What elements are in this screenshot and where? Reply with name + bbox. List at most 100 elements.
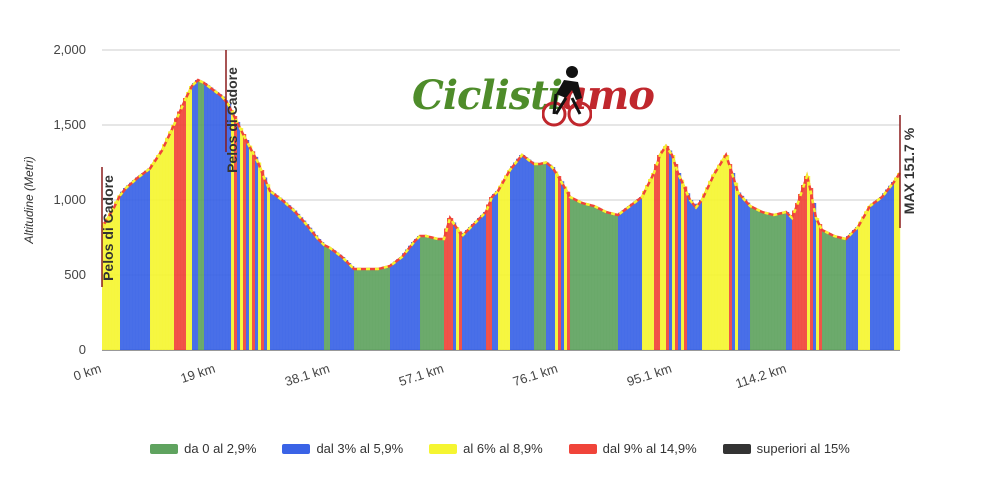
gradient-bar	[507, 170, 511, 350]
gradient-bar	[465, 230, 469, 350]
gradient-bar	[285, 202, 289, 350]
gradient-bar	[114, 201, 118, 350]
gradient-bar	[492, 194, 496, 350]
gradient-bar	[447, 218, 451, 350]
gradient-bar	[759, 210, 763, 350]
gradient-bar	[642, 191, 646, 350]
gradient-bar	[480, 215, 484, 350]
gradient-bar	[750, 206, 754, 350]
gradient-bar	[543, 162, 547, 350]
gradient-bar	[705, 187, 709, 350]
gradient-bar	[369, 269, 373, 350]
gradient-bar	[201, 81, 205, 350]
gradient-bar	[603, 210, 607, 350]
gradient-bar	[198, 80, 202, 350]
max-gradient-label: MAX 151.7 %	[901, 127, 917, 214]
gradient-bar	[225, 100, 229, 350]
gradient-bar	[579, 201, 583, 350]
gradient-bar	[795, 203, 799, 350]
gradient-bar	[282, 200, 286, 350]
gradient-bar	[168, 131, 172, 350]
gradient-bar	[261, 170, 265, 350]
x-tick-label: 0 km	[71, 361, 102, 384]
gradient-bar	[825, 231, 829, 350]
gradient-bar	[735, 182, 739, 350]
gradient-bar	[816, 218, 820, 350]
x-tick-label: 114.2 km	[734, 361, 789, 391]
gradient-bar	[612, 213, 616, 350]
gradient-bar	[405, 249, 409, 350]
gradient-bar	[588, 204, 592, 350]
gradient-bar	[399, 257, 403, 350]
gradient-bar	[117, 195, 121, 350]
legend-swatch	[722, 443, 751, 454]
gradient-bar	[831, 234, 835, 350]
gradient-bar	[828, 233, 832, 350]
gradient-bar	[693, 203, 697, 350]
gradient-bar	[339, 254, 343, 350]
x-axis: 0 km 19 km 38.1 km 57.1 km 76.1 km 95.1 km 114…	[71, 361, 788, 391]
gradient-bar	[120, 191, 124, 350]
gradient-bar	[228, 104, 232, 350]
gradient-bar	[762, 212, 766, 350]
gradient-bar	[429, 236, 433, 350]
gradient-bar	[186, 92, 190, 350]
gradient-bar	[318, 239, 322, 350]
gradient-bar	[246, 140, 250, 350]
gradient-bar	[159, 150, 163, 350]
gradient-bar	[489, 197, 493, 350]
gradient-bar	[153, 159, 157, 350]
gradient-bar	[525, 157, 529, 350]
gradient-bar	[819, 224, 823, 350]
gradient-bar	[813, 203, 817, 350]
gradient-bar	[600, 209, 604, 350]
gradient-bar	[453, 222, 457, 350]
gradient-bar	[783, 212, 787, 350]
gradient-bar	[885, 189, 889, 350]
gradient-bar	[552, 167, 556, 350]
gradient-bar	[402, 253, 406, 350]
gradient-bar	[126, 185, 130, 350]
gradient-bar	[780, 212, 784, 350]
gradient-bar	[180, 104, 184, 350]
y-tick-label: 2,000	[53, 42, 86, 57]
gradient-bar	[414, 239, 418, 350]
gradient-bar	[879, 197, 883, 350]
legend-swatch	[429, 443, 458, 454]
gradient-bar	[177, 111, 181, 350]
gradient-bar	[723, 155, 727, 350]
gradient-bar	[411, 242, 415, 350]
legend-item: da 0 al 2,9%	[150, 441, 256, 456]
gradient-bar	[348, 263, 352, 350]
gradient-bar	[381, 267, 385, 350]
gradient-bar	[303, 220, 307, 350]
gradient-bar	[534, 164, 538, 350]
gradient-bar	[222, 96, 226, 350]
gradient-bar	[570, 197, 574, 350]
gradient-bar	[699, 200, 703, 350]
gradient-bar	[768, 213, 772, 350]
gradient-bar	[207, 85, 211, 350]
gradient-bar	[843, 238, 847, 350]
gradient-bar	[195, 80, 199, 350]
gradient-bar	[462, 233, 466, 350]
gradient-bar	[441, 239, 445, 350]
gradient-bar	[141, 173, 145, 350]
gradient-bar	[162, 144, 166, 350]
legend-item: dal 3% al 5,9%	[282, 441, 403, 456]
gradient-bar	[537, 164, 541, 350]
gradient-bar	[645, 185, 649, 350]
gradient-bar	[378, 268, 382, 350]
gradient-bar	[774, 214, 778, 350]
gradient-bar	[846, 236, 850, 350]
gradient-bar	[294, 210, 298, 350]
gradient-bar	[639, 197, 643, 350]
gradient-bar	[540, 163, 544, 350]
gradient-bar	[237, 122, 241, 350]
gradient-bar	[384, 266, 388, 350]
gradient-bar	[174, 118, 178, 350]
gradient-bar	[681, 179, 685, 350]
ciclistiamo-logo: Ciclistiamo	[412, 64, 655, 134]
marker-label: Pelos di Cadore	[224, 67, 240, 173]
gradient-bar	[516, 158, 520, 350]
